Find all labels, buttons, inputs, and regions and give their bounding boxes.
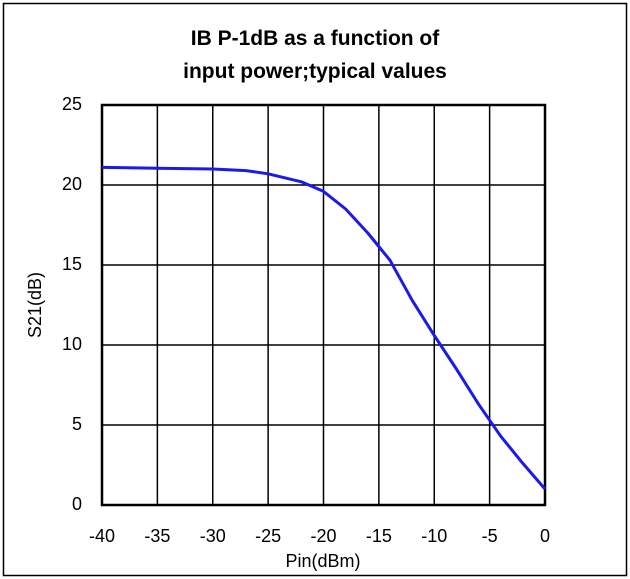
y-tick-label: 0 (72, 494, 82, 514)
y-tick-label: 10 (62, 334, 82, 354)
x-tick-label: -40 (89, 526, 115, 546)
x-tick-label: -20 (310, 526, 336, 546)
y-tick-label: 20 (62, 174, 82, 194)
y-axis-title: S21(dB) (25, 272, 45, 338)
plot-border (100, 103, 547, 507)
y-tick-label: 5 (72, 414, 82, 434)
x-tick-label: -30 (200, 526, 226, 546)
chart-title: IB P-1dB as a function of input power;ty… (183, 27, 447, 83)
x-tick-label: -15 (366, 526, 392, 546)
x-tick-label: 0 (540, 526, 550, 546)
line-series (101, 165, 547, 490)
y-tick-label: 15 (62, 254, 82, 274)
x-tick-label: -10 (421, 526, 447, 546)
x-tick-label: -35 (144, 526, 170, 546)
x-tick-label: -5 (482, 526, 498, 546)
x-axis-title: Pin(dBm) (285, 551, 360, 571)
y-tick-label: 25 (62, 94, 82, 114)
x-tick-label: -25 (255, 526, 281, 546)
